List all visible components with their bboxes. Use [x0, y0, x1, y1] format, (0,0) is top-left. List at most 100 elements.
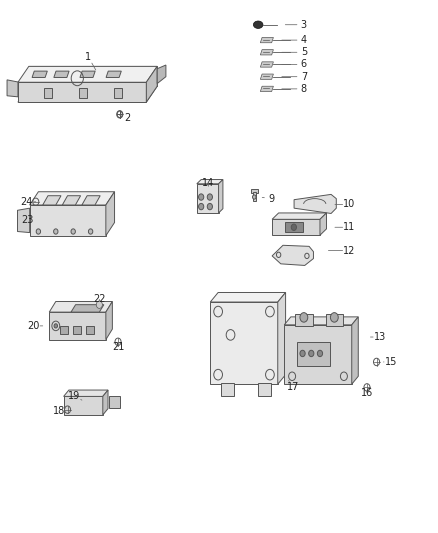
Polygon shape — [30, 192, 115, 205]
Text: 8: 8 — [301, 84, 307, 94]
Text: 6: 6 — [301, 60, 307, 69]
Circle shape — [300, 313, 308, 322]
Polygon shape — [294, 195, 336, 214]
Polygon shape — [272, 213, 326, 219]
Polygon shape — [106, 302, 113, 340]
Polygon shape — [64, 397, 103, 415]
Circle shape — [198, 194, 204, 200]
Text: 5: 5 — [301, 47, 307, 57]
Polygon shape — [82, 196, 100, 205]
Text: 23: 23 — [21, 215, 34, 225]
Text: 12: 12 — [343, 246, 356, 256]
Circle shape — [96, 301, 102, 309]
Circle shape — [198, 204, 204, 210]
Bar — [73, 326, 81, 334]
Polygon shape — [272, 245, 314, 265]
Bar — [325, 314, 343, 326]
Text: 16: 16 — [361, 387, 373, 398]
Polygon shape — [352, 317, 358, 384]
Text: 15: 15 — [385, 357, 397, 367]
Polygon shape — [278, 293, 286, 384]
Polygon shape — [30, 205, 106, 236]
Polygon shape — [210, 293, 286, 302]
Circle shape — [36, 229, 41, 234]
Circle shape — [253, 195, 256, 199]
Polygon shape — [43, 196, 61, 205]
Polygon shape — [284, 317, 358, 325]
Text: 17: 17 — [287, 382, 299, 392]
Circle shape — [71, 229, 75, 234]
Text: 22: 22 — [93, 294, 106, 304]
Text: 4: 4 — [301, 35, 307, 45]
Bar — [86, 326, 94, 334]
Bar — [109, 396, 120, 408]
Polygon shape — [29, 66, 157, 86]
Circle shape — [88, 229, 93, 234]
Circle shape — [309, 350, 314, 357]
Polygon shape — [260, 37, 273, 43]
Bar — [44, 88, 52, 98]
Polygon shape — [157, 65, 166, 84]
Polygon shape — [80, 71, 95, 77]
Polygon shape — [18, 66, 157, 82]
Bar — [60, 326, 68, 334]
Polygon shape — [49, 312, 106, 340]
Bar — [221, 383, 234, 396]
Circle shape — [54, 324, 57, 328]
Text: 10: 10 — [343, 199, 356, 209]
Polygon shape — [260, 62, 273, 67]
Bar — [253, 192, 256, 201]
Circle shape — [318, 350, 322, 357]
Polygon shape — [260, 74, 273, 79]
Polygon shape — [260, 50, 273, 55]
Polygon shape — [197, 180, 223, 184]
Circle shape — [207, 204, 212, 210]
Polygon shape — [49, 302, 113, 312]
Bar — [258, 383, 271, 396]
Polygon shape — [62, 196, 81, 205]
Circle shape — [300, 350, 305, 357]
Text: 13: 13 — [374, 332, 386, 342]
Polygon shape — [32, 71, 47, 77]
Text: 20: 20 — [27, 321, 39, 331]
Bar — [79, 88, 87, 98]
Polygon shape — [71, 305, 104, 312]
Bar — [114, 88, 121, 98]
Polygon shape — [18, 86, 157, 102]
Polygon shape — [146, 66, 157, 102]
Text: 18: 18 — [53, 406, 65, 416]
Text: 24: 24 — [21, 197, 33, 207]
Polygon shape — [272, 219, 320, 235]
Text: 7: 7 — [301, 71, 307, 82]
Polygon shape — [284, 325, 352, 384]
Polygon shape — [103, 390, 108, 415]
Polygon shape — [260, 86, 273, 92]
Text: 11: 11 — [343, 222, 356, 232]
Polygon shape — [54, 71, 69, 77]
Text: 2: 2 — [124, 113, 131, 123]
Text: 1: 1 — [85, 52, 92, 62]
Polygon shape — [219, 180, 223, 213]
Circle shape — [53, 229, 58, 234]
Polygon shape — [210, 302, 278, 384]
Text: 21: 21 — [112, 342, 124, 352]
Circle shape — [207, 194, 212, 200]
Polygon shape — [18, 82, 146, 102]
Polygon shape — [106, 192, 115, 236]
Polygon shape — [7, 80, 18, 97]
Bar — [297, 342, 330, 366]
Bar — [295, 314, 313, 326]
Ellipse shape — [253, 21, 263, 28]
Circle shape — [291, 224, 297, 230]
Polygon shape — [320, 213, 326, 235]
Polygon shape — [197, 184, 219, 213]
Text: 19: 19 — [68, 391, 81, 401]
Polygon shape — [64, 390, 108, 397]
Polygon shape — [106, 71, 121, 77]
Circle shape — [330, 313, 338, 322]
Text: 9: 9 — [268, 193, 274, 204]
Text: 3: 3 — [301, 20, 307, 30]
Bar — [285, 222, 303, 232]
Polygon shape — [18, 208, 30, 232]
Bar — [251, 189, 258, 193]
